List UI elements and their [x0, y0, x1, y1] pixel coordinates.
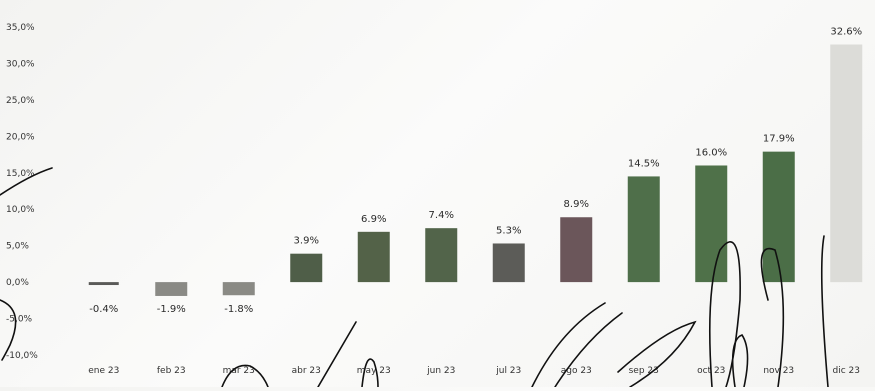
bar-abr-23	[290, 253, 323, 283]
y-tick-label: -10,0%	[6, 351, 38, 361]
x-tick-label: nov 23	[763, 366, 794, 376]
y-tick-label: 25,0%	[6, 96, 35, 106]
scribble-abr-line	[317, 321, 357, 388]
bar-ene-23	[88, 282, 119, 286]
scribble-oct-loop2	[731, 334, 749, 388]
data-label: -1.9%	[157, 304, 186, 315]
scribble-mar	[221, 364, 269, 388]
x-tick-label: ago 23	[561, 366, 592, 376]
data-label: 14.5%	[628, 158, 660, 169]
bar-mar-23	[222, 282, 255, 296]
y-tick-label: 15,0%	[6, 169, 35, 179]
bar-sep-23	[627, 176, 660, 283]
y-tick-label: 20,0%	[6, 132, 35, 142]
bar-nov-23	[762, 151, 795, 283]
x-tick-label: jun 23	[426, 366, 455, 376]
bar-jul-23	[492, 243, 525, 283]
data-label: 5.3%	[496, 225, 521, 236]
x-tick-label: ene 23	[88, 366, 119, 376]
x-tick-label: mar 23	[223, 366, 255, 376]
bar-may-23	[357, 231, 390, 283]
x-tick-label: jul 23	[495, 366, 521, 376]
data-label: 7.4%	[429, 210, 454, 221]
y-tick-label: 5,0%	[6, 242, 29, 252]
pen-scribbles	[0, 167, 829, 388]
y-axis: 35,0% 30,0% 25,0% 20,0% 15,0% 10,0% 5,0% 0,0% -5…	[6, 23, 38, 361]
y-tick-label: 30,0%	[6, 59, 35, 69]
data-label: 32.6%	[830, 26, 862, 37]
y-tick-label: 0,0%	[6, 278, 29, 288]
y-tick-label: -5,0%	[6, 315, 33, 325]
scribble-left-bottom	[0, 299, 17, 361]
scribble-dic	[820, 235, 829, 388]
x-tick-label: feb 23	[157, 366, 186, 376]
data-label: 16.0%	[695, 147, 727, 158]
scribble-left-top	[0, 167, 53, 196]
y-tick-label: 35,0%	[6, 23, 35, 33]
x-tick-label: dic 23	[833, 366, 860, 376]
scribble-may	[361, 358, 379, 388]
bar-jun-23	[425, 228, 458, 283]
data-label: 6.9%	[361, 214, 386, 225]
scribble-ago-2	[554, 312, 623, 388]
x-tick-label: sep 23	[629, 366, 659, 376]
x-tick-label: may 23	[357, 366, 391, 376]
x-tick-label: abr 23	[292, 366, 321, 376]
data-label: 17.9%	[763, 134, 795, 145]
scribble-sep	[617, 320, 697, 388]
data-label: -1.8%	[224, 304, 253, 315]
bar-feb-23	[155, 282, 188, 296]
scribble-nov-loop	[760, 247, 785, 388]
y-tick-label: 10,0%	[6, 205, 35, 215]
data-label: 3.9%	[294, 236, 319, 247]
bar-ago-23	[560, 217, 593, 283]
data-label: 8.9%	[564, 199, 589, 210]
x-axis: ene 23 feb 23 mar 23 abr 23 may 23 jun 23 jul …	[88, 366, 860, 376]
bars-group	[88, 44, 863, 296]
bar-oct-23	[695, 165, 728, 283]
bar-dic-23	[830, 44, 863, 283]
data-labels-group: -0.4% -1.9% -1.8% 3.9% 6.9% 7.4% 5.3% 8.9% 14.5%…	[89, 26, 862, 315]
scribble-oct-loop	[708, 241, 741, 388]
scribble-ago-1	[531, 302, 606, 388]
data-label: -0.4%	[89, 304, 118, 315]
